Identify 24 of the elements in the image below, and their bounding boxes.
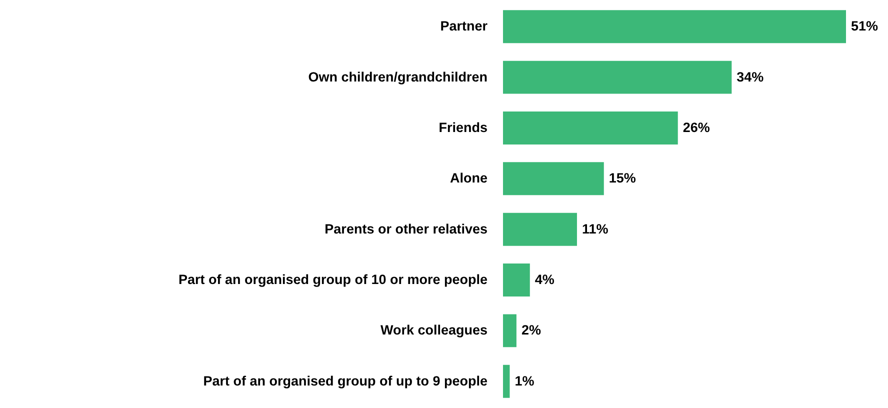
data-label: 4%: [534, 272, 554, 288]
y-tick-label: Parents or other relatives: [324, 221, 488, 236]
bar: [503, 112, 678, 144]
bar: [503, 314, 516, 348]
bar: [503, 162, 604, 196]
y-tick-label: Friends: [438, 120, 488, 135]
y-tick-label: Partner: [440, 18, 488, 34]
y-tick-label: Alone: [450, 170, 488, 186]
bar: [503, 212, 577, 246]
data-label: 26%: [682, 120, 710, 135]
data-label: 11%: [582, 221, 608, 236]
data-label: 2%: [521, 322, 541, 338]
bar: [503, 60, 732, 94]
y-tick-label: Work colleagues: [380, 322, 488, 338]
y-tick-label: Part of an organised group of 10 or more people: [178, 272, 488, 288]
y-tick-label: Part of an organised group of up to 9 people: [203, 373, 488, 388]
bar: [503, 264, 530, 296]
data-label: 1%: [514, 373, 534, 388]
bar: [503, 10, 846, 44]
data-label: 34%: [736, 69, 764, 84]
y-tick-label: Own children/grandchildren: [308, 69, 488, 84]
data-label: 51%: [851, 18, 878, 34]
data-label: 15%: [608, 170, 636, 186]
bar: [503, 364, 510, 398]
